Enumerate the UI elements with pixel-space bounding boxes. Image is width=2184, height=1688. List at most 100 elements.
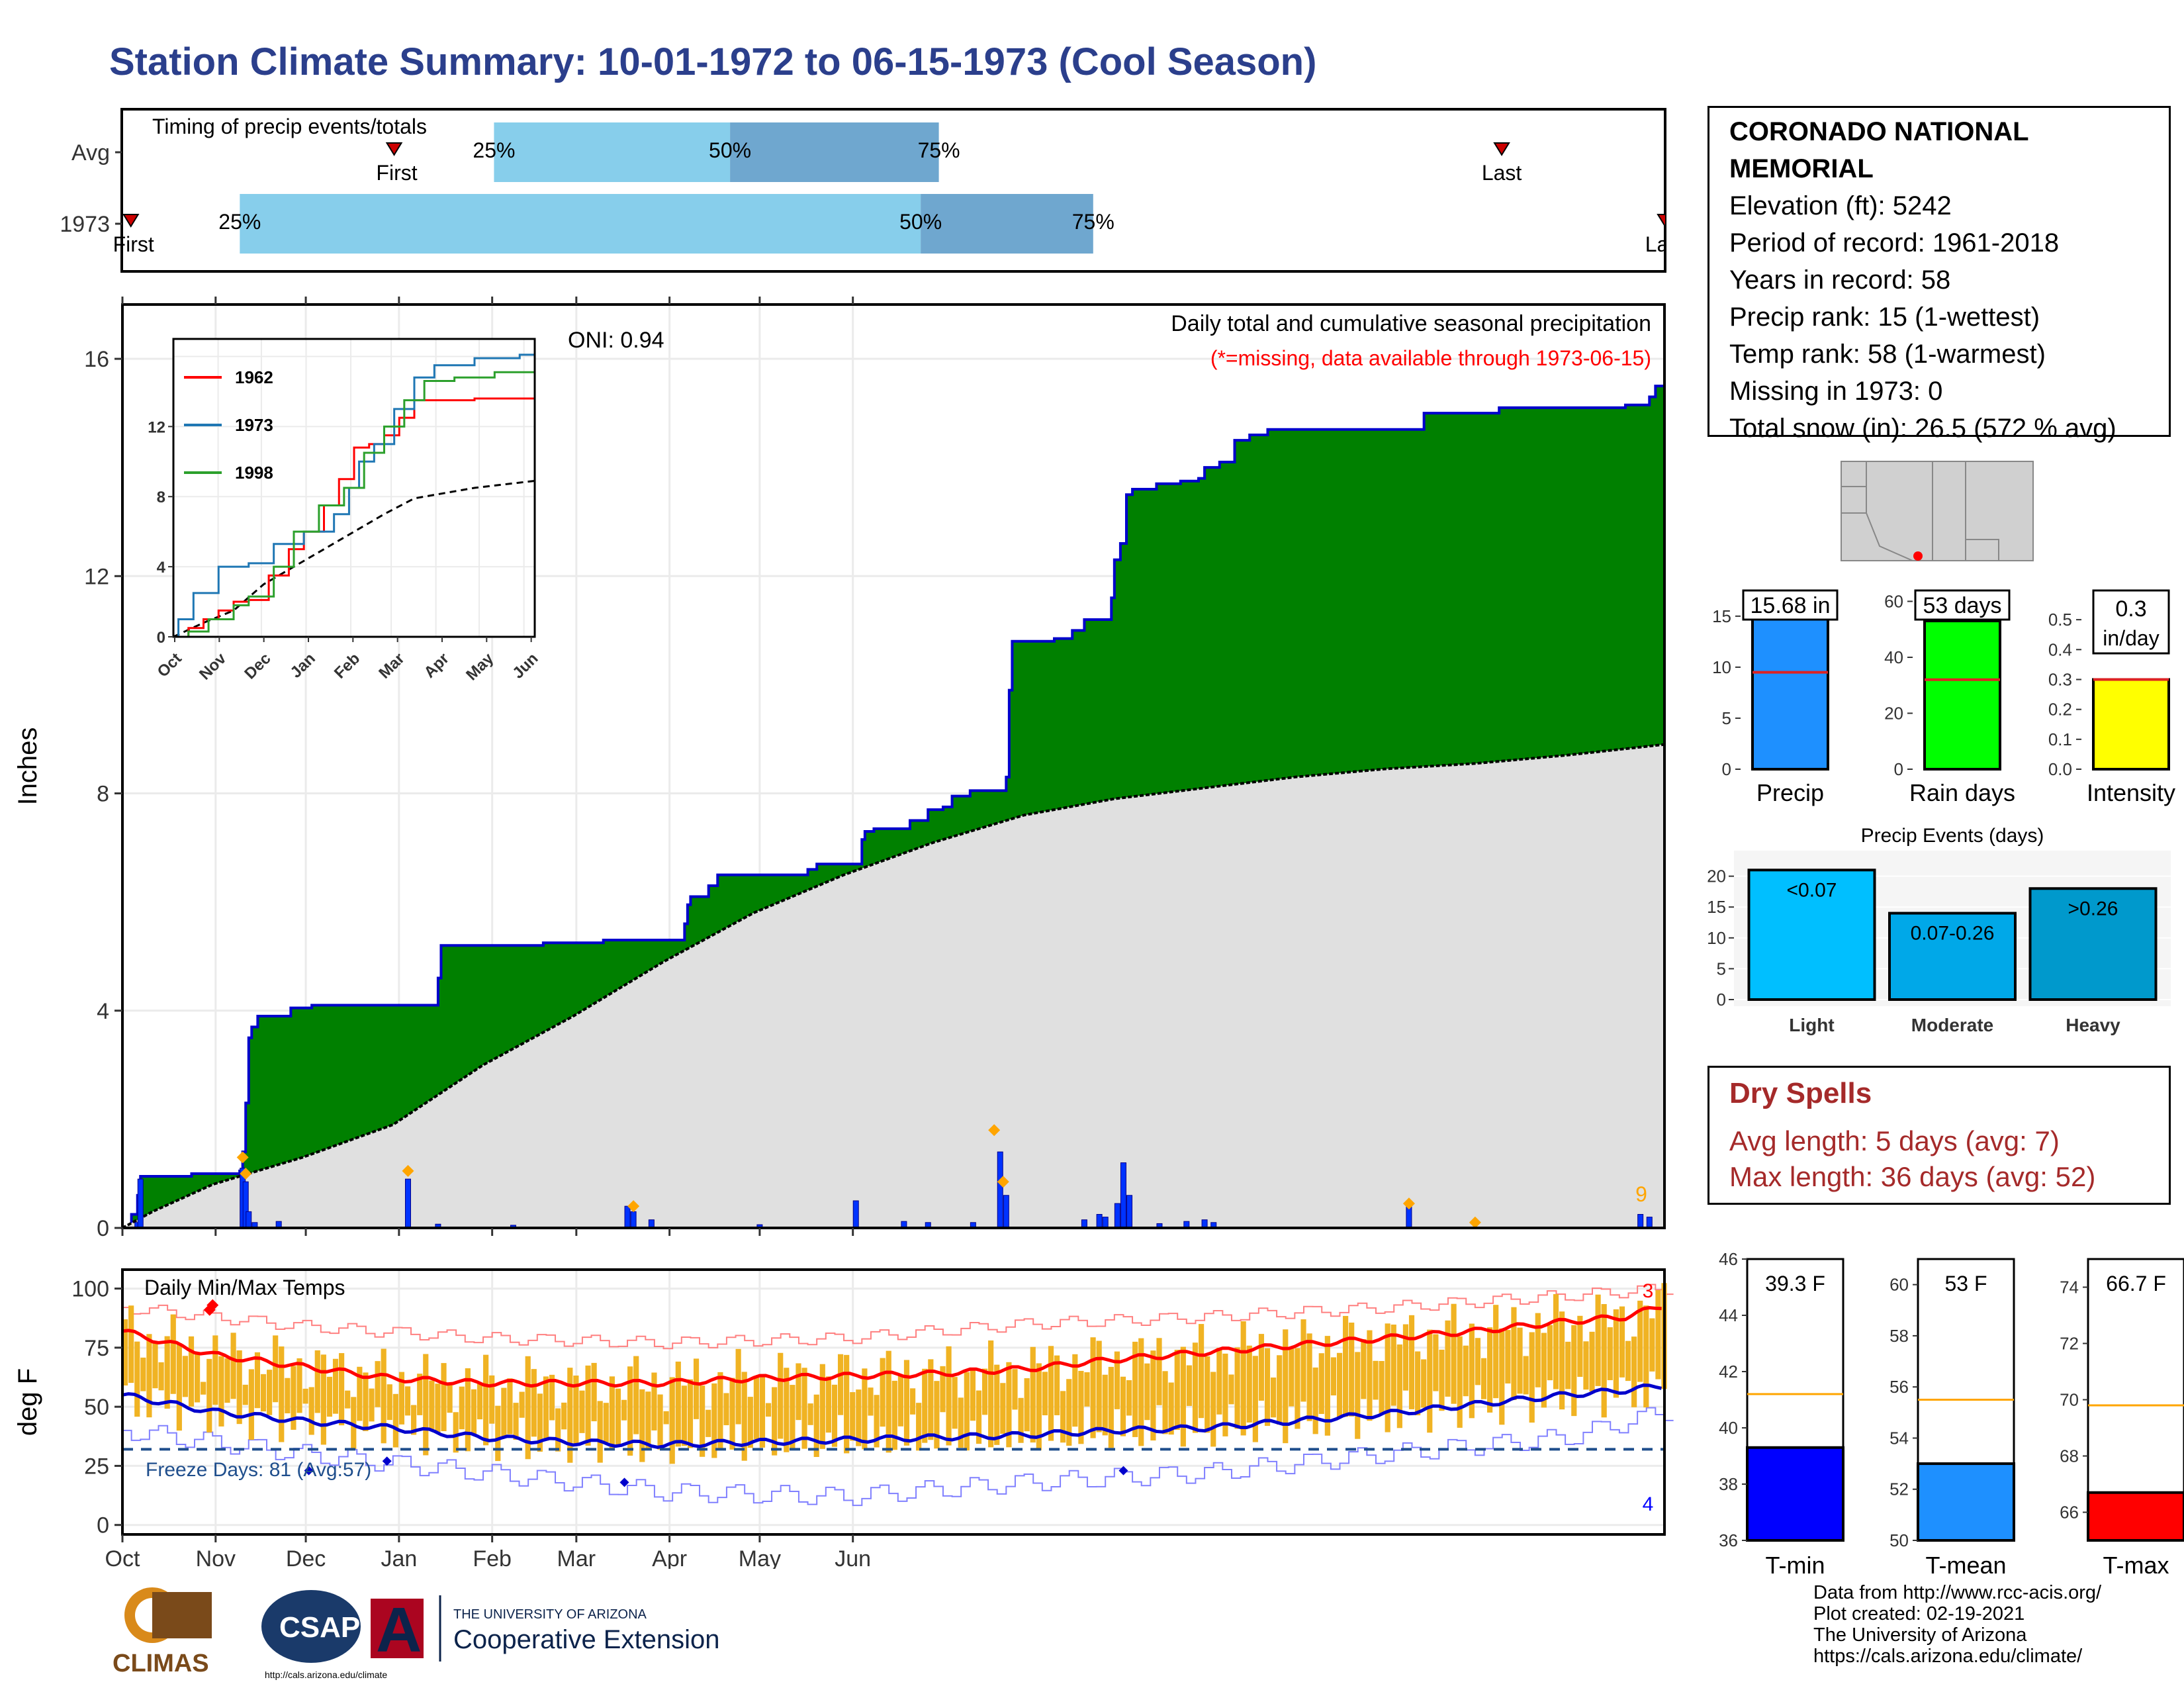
record-low-marker [382,1456,392,1466]
temp-x-tick-label: Oct [105,1546,140,1569]
daily-temp-bar [1649,1318,1655,1372]
daily-temp-bar [1433,1334,1439,1391]
daily-temp-bar [579,1390,585,1433]
summary-value-label: 53 days [1923,593,2001,618]
daily-temp-bar [375,1361,381,1407]
record-low-marker [1118,1466,1128,1476]
event-bar [2028,887,2158,1002]
summary-y-tick-label: 0.4 [2048,639,2072,659]
daily-temp-bar [735,1348,741,1425]
record-min-line [122,1407,1674,1507]
temp-summary-label: T-max [2103,1552,2169,1575]
daily-temp-bar [195,1352,201,1403]
daily-temp-bar [495,1405,501,1462]
events-chart: Precip Events (days) 0 5 10 15 20 <0.07 Light 0.… [1707,825,2171,1035]
temp-x-tick-label: Nov [196,1546,236,1569]
daily-temp-bar [958,1397,964,1448]
credit-line-url: https://cals.arizona.edu/climate/ [1813,1646,2083,1667]
inset-series-line [173,371,535,638]
daily-temp-bar [928,1359,934,1440]
daily-temp-bar [981,1368,988,1415]
daily-temp-bar [591,1362,597,1422]
daily-temp-bar [489,1375,495,1424]
daily-temp-bar [1451,1303,1457,1404]
daily-temp-bar [1168,1382,1174,1435]
temp-x-tick-label: Apr [652,1546,687,1569]
daily-temp-bar [381,1348,387,1444]
daily-temp-bar [1613,1309,1619,1398]
daily-precip-bar [1120,1162,1126,1229]
daily-temp-bar [1493,1305,1499,1399]
event-bar-label: Heavy [2066,1015,2120,1035]
temp-summary-label: T-mean [1925,1552,2006,1575]
summary-y-tick-label: 40 [1884,647,1903,667]
first-marker [385,142,403,156]
daily-temp-bar [1150,1350,1156,1441]
daily-temp-bar [645,1391,651,1448]
dry-spells-box: Dry Spells Avg length: 5 days (avg: 7) M… [1707,1066,2171,1205]
daily-temp-bar [1036,1363,1042,1450]
daily-temp-bar [651,1372,657,1430]
daily-temp-bar [747,1397,753,1448]
daily-temp-bar [705,1409,711,1437]
q75-label: 75% [918,138,960,162]
daily-temp-bar [260,1374,267,1412]
daily-temp-bar [1475,1338,1481,1385]
temp-x-tick-label: Jun [835,1546,871,1569]
event-bar-value: <0.07 [1787,879,1837,901]
record-low-count: 4 [1643,1493,1654,1515]
daily-temp-bar [1577,1315,1583,1377]
daily-temp-bar [753,1377,759,1440]
daily-temp-bar [404,1386,411,1416]
daily-temp-bar [1048,1346,1054,1441]
daily-temp-bar [807,1403,813,1425]
y-axis-label: Inches [13,727,42,806]
daily-temp-bar [201,1382,206,1395]
climas-logo-text: CLIMAS [113,1650,209,1677]
daily-precip-bar [404,1178,411,1229]
daily-precip-bar [624,1205,631,1229]
temp-summary-y-tick-label: 40 [1719,1418,1738,1438]
ua-bottom-text: Cooperative Extension [453,1625,719,1654]
station-line: Temp rank: 58 (1-warmest) [1729,340,2046,369]
summary-bar [2092,678,2170,771]
daily-temp-bar [1396,1344,1402,1429]
daily-temp-bar [1607,1327,1613,1380]
daily-temp-bar [844,1354,850,1454]
daily-precip-bar [1646,1217,1653,1229]
summary-y-tick-label: 0.3 [2048,669,2072,689]
daily-temp-bar [1390,1324,1396,1406]
daily-temp-bar [1102,1374,1108,1436]
daily-temp-bar [465,1368,471,1452]
y-tick-label: 4 [97,999,109,1024]
daily-temp-bar [1216,1348,1222,1415]
daily-precip-bar [630,1211,637,1229]
daily-temp-bar [230,1333,236,1399]
temp-summary-bar [2087,1491,2184,1542]
y-tick-label: 16 [84,347,109,372]
average-cumulative-line [122,743,1665,1229]
daily-temp-bar [1300,1319,1306,1402]
daily-temp-bar [1060,1391,1066,1443]
summary-bars: 0 5 10 15 Precip 15.68 in 0 20 40 60 Rain days 53 d… [1712,589,2181,806]
daily-temp-bar [1511,1307,1517,1401]
daily-temp-bar [1132,1341,1138,1437]
record-high-marker [203,1303,216,1316]
daily-temp-bar [1469,1323,1475,1419]
summary-value-label: 0.3 [2115,596,2146,622]
daily-precip-bar [1096,1213,1103,1229]
daily-temp-bar [1343,1315,1349,1417]
daily-temp-bar [1535,1313,1541,1387]
daily-temp-bar [964,1372,970,1451]
temp-summary-y-tick-label: 36 [1719,1530,1738,1550]
station-name: CORONADO NATIONAL MEMORIAL [1729,117,2028,183]
daily-temp-bar [453,1412,459,1453]
temp-summary-y-tick-label: 54 [1889,1428,1909,1448]
daily-temp-bar [477,1382,483,1420]
temp-summary-y-tick-label: 52 [1889,1479,1909,1499]
daily-temp-bar [813,1394,819,1457]
q75-label: 75% [1072,210,1115,234]
quartile-bar-upper [730,122,939,182]
ua-a-block [371,1599,424,1658]
daily-temp-bar [765,1403,772,1417]
